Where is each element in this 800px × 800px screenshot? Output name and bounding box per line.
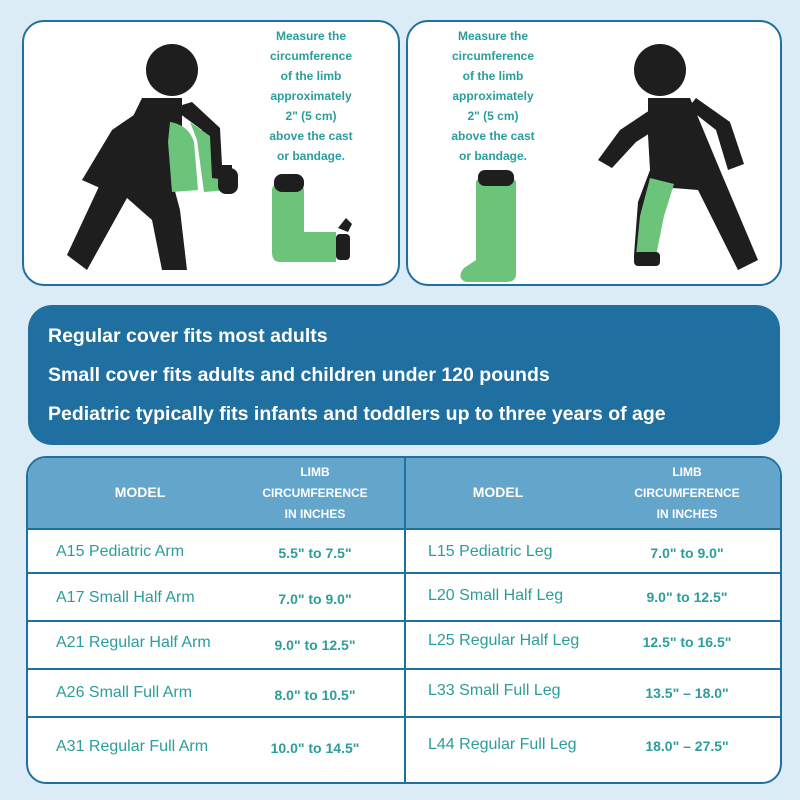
- arm-model-cell: A17 Small Half Arm: [56, 589, 195, 606]
- table-row: A26 Small Full Arm 8.0" to 10.5" L33 Sma…: [28, 670, 780, 718]
- leg-circumference-cell: 9.0" to 12.5": [646, 589, 728, 605]
- arm-circumference-cell: 7.0" to 9.0": [278, 591, 352, 607]
- info-line-regular: Regular cover fits most adults: [48, 325, 328, 347]
- leg-circumference-cell: 12.5" to 16.5": [642, 634, 732, 650]
- arm-model-cell: A15 Pediatric Arm: [56, 543, 185, 560]
- leg-circumference-cell: 13.5" – 18.0": [645, 685, 729, 701]
- arm-circumference-cell: 9.0" to 12.5": [274, 637, 356, 653]
- info-line-small: Small cover fits adults and children und…: [48, 364, 550, 386]
- leg-model-cell: L33 Small Full Leg: [428, 682, 561, 699]
- row-divider: [28, 620, 780, 622]
- table-row: A17 Small Half Arm 7.0" to 9.0" L20 Smal…: [28, 574, 780, 622]
- column-header-model: MODEL: [114, 484, 166, 500]
- measure-instruction: Measure the circumference of the limb ap…: [269, 29, 353, 163]
- column-header-model: MODEL: [472, 484, 524, 500]
- arm-measure-panel: Measure the circumference of the limb ap…: [22, 20, 400, 286]
- row-divider: [28, 668, 780, 670]
- arm-circumference-cell: 10.0" to 14.5": [270, 740, 360, 756]
- arm-cast-cover-icon: [272, 174, 352, 262]
- row-divider: [28, 716, 780, 718]
- arm-circumference-cell: 8.0" to 10.5": [274, 687, 356, 703]
- measure-instruction: Measure the circumference of the limb ap…: [451, 29, 535, 163]
- arm-model-cell: A31 Regular Full Arm: [56, 738, 209, 755]
- arm-model-cell: A26 Small Full Arm: [56, 684, 193, 701]
- leg-circumference-cell: 18.0" – 27.5": [645, 738, 729, 754]
- table-row: A31 Regular Full Arm 10.0" to 14.5" L44 …: [28, 718, 780, 782]
- row-divider: [28, 528, 780, 530]
- column-header-circumference: LIMB CIRCUMFERENCE IN INCHES: [634, 465, 740, 521]
- leg-circumference-cell: 7.0" to 9.0": [650, 545, 724, 561]
- leg-model-cell: L20 Small Half Leg: [428, 587, 564, 604]
- walking-person-leg-cast-icon: [598, 44, 758, 270]
- row-divider: [28, 572, 780, 574]
- walking-person-arm-cast-icon: [67, 44, 238, 270]
- leg-cast-cover-icon: [460, 170, 516, 282]
- size-info-box: Regular cover fits most adults Small cov…: [28, 305, 780, 445]
- leg-measure-panel: Measure the circumference of the limb ap…: [406, 20, 782, 286]
- leg-model-cell: L44 Regular Full Leg: [428, 736, 577, 753]
- leg-model-cell: L25 Regular Half Leg: [428, 632, 580, 649]
- table-row: A15 Pediatric Arm 5.5" to 7.5" L15 Pedia…: [28, 530, 780, 578]
- info-line-pediatric: Pediatric typically fits infants and tod…: [48, 403, 666, 425]
- column-header-circumference: LIMB CIRCUMFERENCE IN INCHES: [262, 465, 368, 521]
- size-table: MODEL LIMB CIRCUMFERENCE IN INCHES MODEL…: [26, 456, 782, 784]
- arm-model-cell: A21 Regular Half Arm: [56, 634, 211, 651]
- table-row: A21 Regular Half Arm 9.0" to 12.5" L25 R…: [28, 622, 780, 670]
- leg-model-cell: L15 Pediatric Leg: [428, 543, 553, 560]
- arm-circumference-cell: 5.5" to 7.5": [278, 545, 352, 561]
